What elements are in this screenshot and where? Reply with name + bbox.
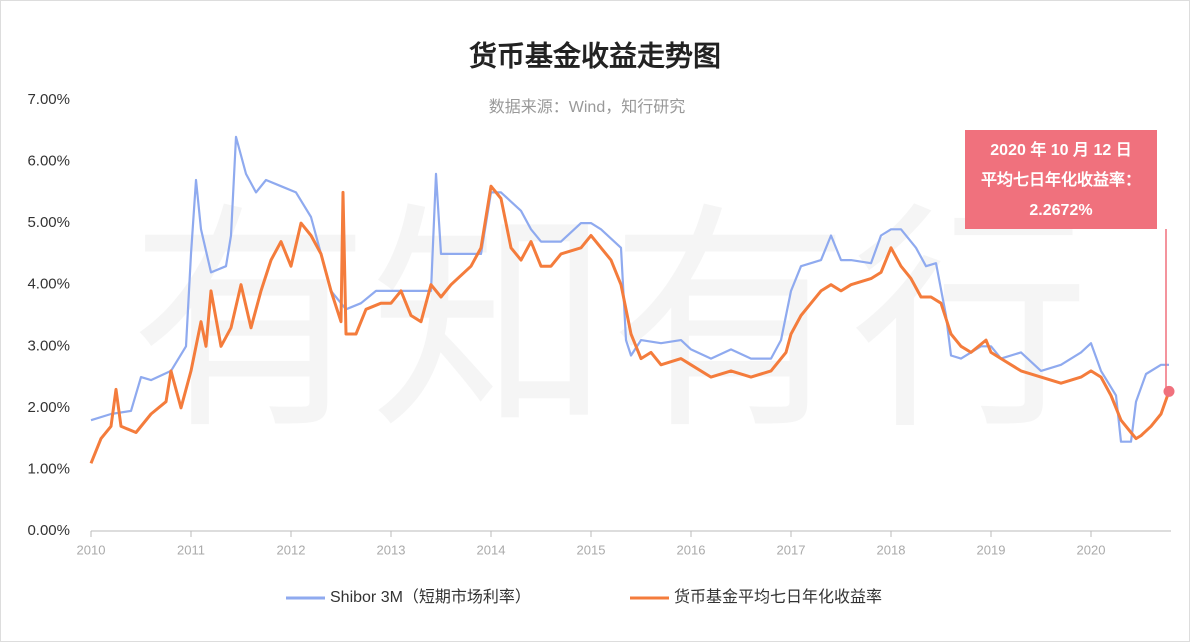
x-tick-label: 2016: [677, 542, 706, 557]
y-tick-label: 7.00%: [27, 91, 70, 108]
x-tick-label: 2020: [1077, 542, 1106, 557]
x-tick-label: 2015: [577, 542, 606, 557]
x-tick-label: 2013: [377, 542, 406, 557]
y-tick-label: 3.00%: [27, 337, 70, 354]
legend-label: Shibor 3M（短期市场利率）: [330, 588, 531, 606]
x-tick-label: 2014: [477, 542, 506, 557]
annotation-box: [965, 130, 1157, 229]
annotation-text: 平均七日年化收益率：: [981, 170, 1141, 189]
x-tick-label: 2017: [777, 542, 806, 557]
y-tick-label: 2.00%: [27, 399, 70, 416]
annotation-text: 2.2672%: [1029, 202, 1092, 219]
y-tick-label: 0.00%: [27, 522, 70, 539]
x-tick-label: 2012: [277, 542, 306, 557]
x-tick-label: 2010: [77, 542, 106, 557]
y-tick-label: 5.00%: [27, 214, 70, 231]
x-tick-label: 2019: [977, 542, 1006, 557]
annotation-point: [1163, 385, 1175, 397]
y-tick-label: 6.00%: [27, 153, 70, 170]
x-tick-label: 2011: [177, 542, 205, 557]
x-tick-label: 2018: [877, 542, 906, 557]
annotation-text: 2020 年 10 月 12 日: [990, 140, 1131, 159]
chart-subtitle: 数据来源：Wind，知行研究: [489, 98, 685, 116]
y-tick-label: 4.00%: [27, 276, 70, 293]
chart-title: 货币基金收益走势图: [469, 39, 721, 71]
y-tick-label: 1.00%: [27, 460, 70, 477]
legend-label: 货币基金平均七日年化收益率: [674, 588, 882, 606]
series-line: [89, 184, 1171, 464]
